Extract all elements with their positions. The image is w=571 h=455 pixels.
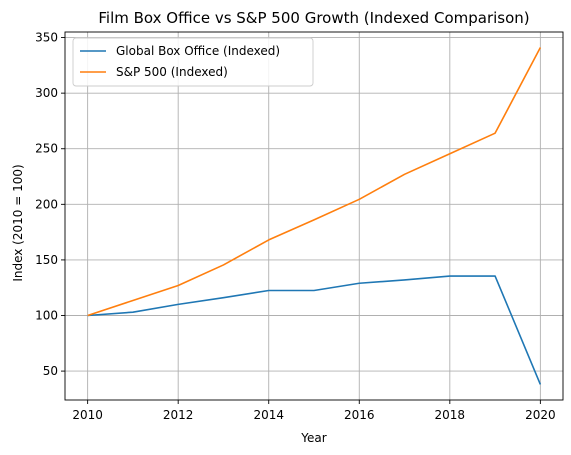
grid-lines: [65, 32, 563, 400]
axis-ticks: 2010 2012 2014 2016 2018 2020 50 100 150 200 250 30…: [35, 31, 556, 422]
plot-area: [64, 31, 564, 401]
legend-label: S&P 500 (Indexed): [116, 65, 228, 79]
y-tick-label: 350: [35, 31, 58, 45]
series-lines: [87, 47, 542, 385]
y-tick-label: 150: [35, 253, 58, 267]
y-tick-label: 250: [35, 142, 58, 156]
x-tick-label: 2018: [435, 408, 466, 422]
y-tick-label: 300: [35, 86, 58, 100]
series-line-2: [87, 47, 542, 317]
x-tick-label: 2014: [253, 408, 284, 422]
x-tick-label: 2016: [344, 408, 375, 422]
legend-label: Global Box Office (Indexed): [116, 44, 280, 58]
y-axis-label: Index (2010 = 100): [11, 164, 25, 281]
legend: Global Box Office (Indexed) S&P 500 (Inde…: [72, 37, 314, 87]
y-tick-label: 200: [35, 197, 58, 211]
chart-title: Film Box Office vs S&P 500 Growth (Index…: [98, 9, 529, 27]
legend-box: [72, 37, 314, 87]
y-tick-label: 100: [35, 309, 58, 323]
series-line-1: [87, 275, 542, 385]
x-axis-label: Year: [300, 431, 326, 445]
x-tick-label: 2010: [72, 408, 103, 422]
y-tick-label: 50: [43, 364, 58, 378]
x-tick-label: 2020: [525, 408, 556, 422]
x-tick-label: 2012: [163, 408, 194, 422]
